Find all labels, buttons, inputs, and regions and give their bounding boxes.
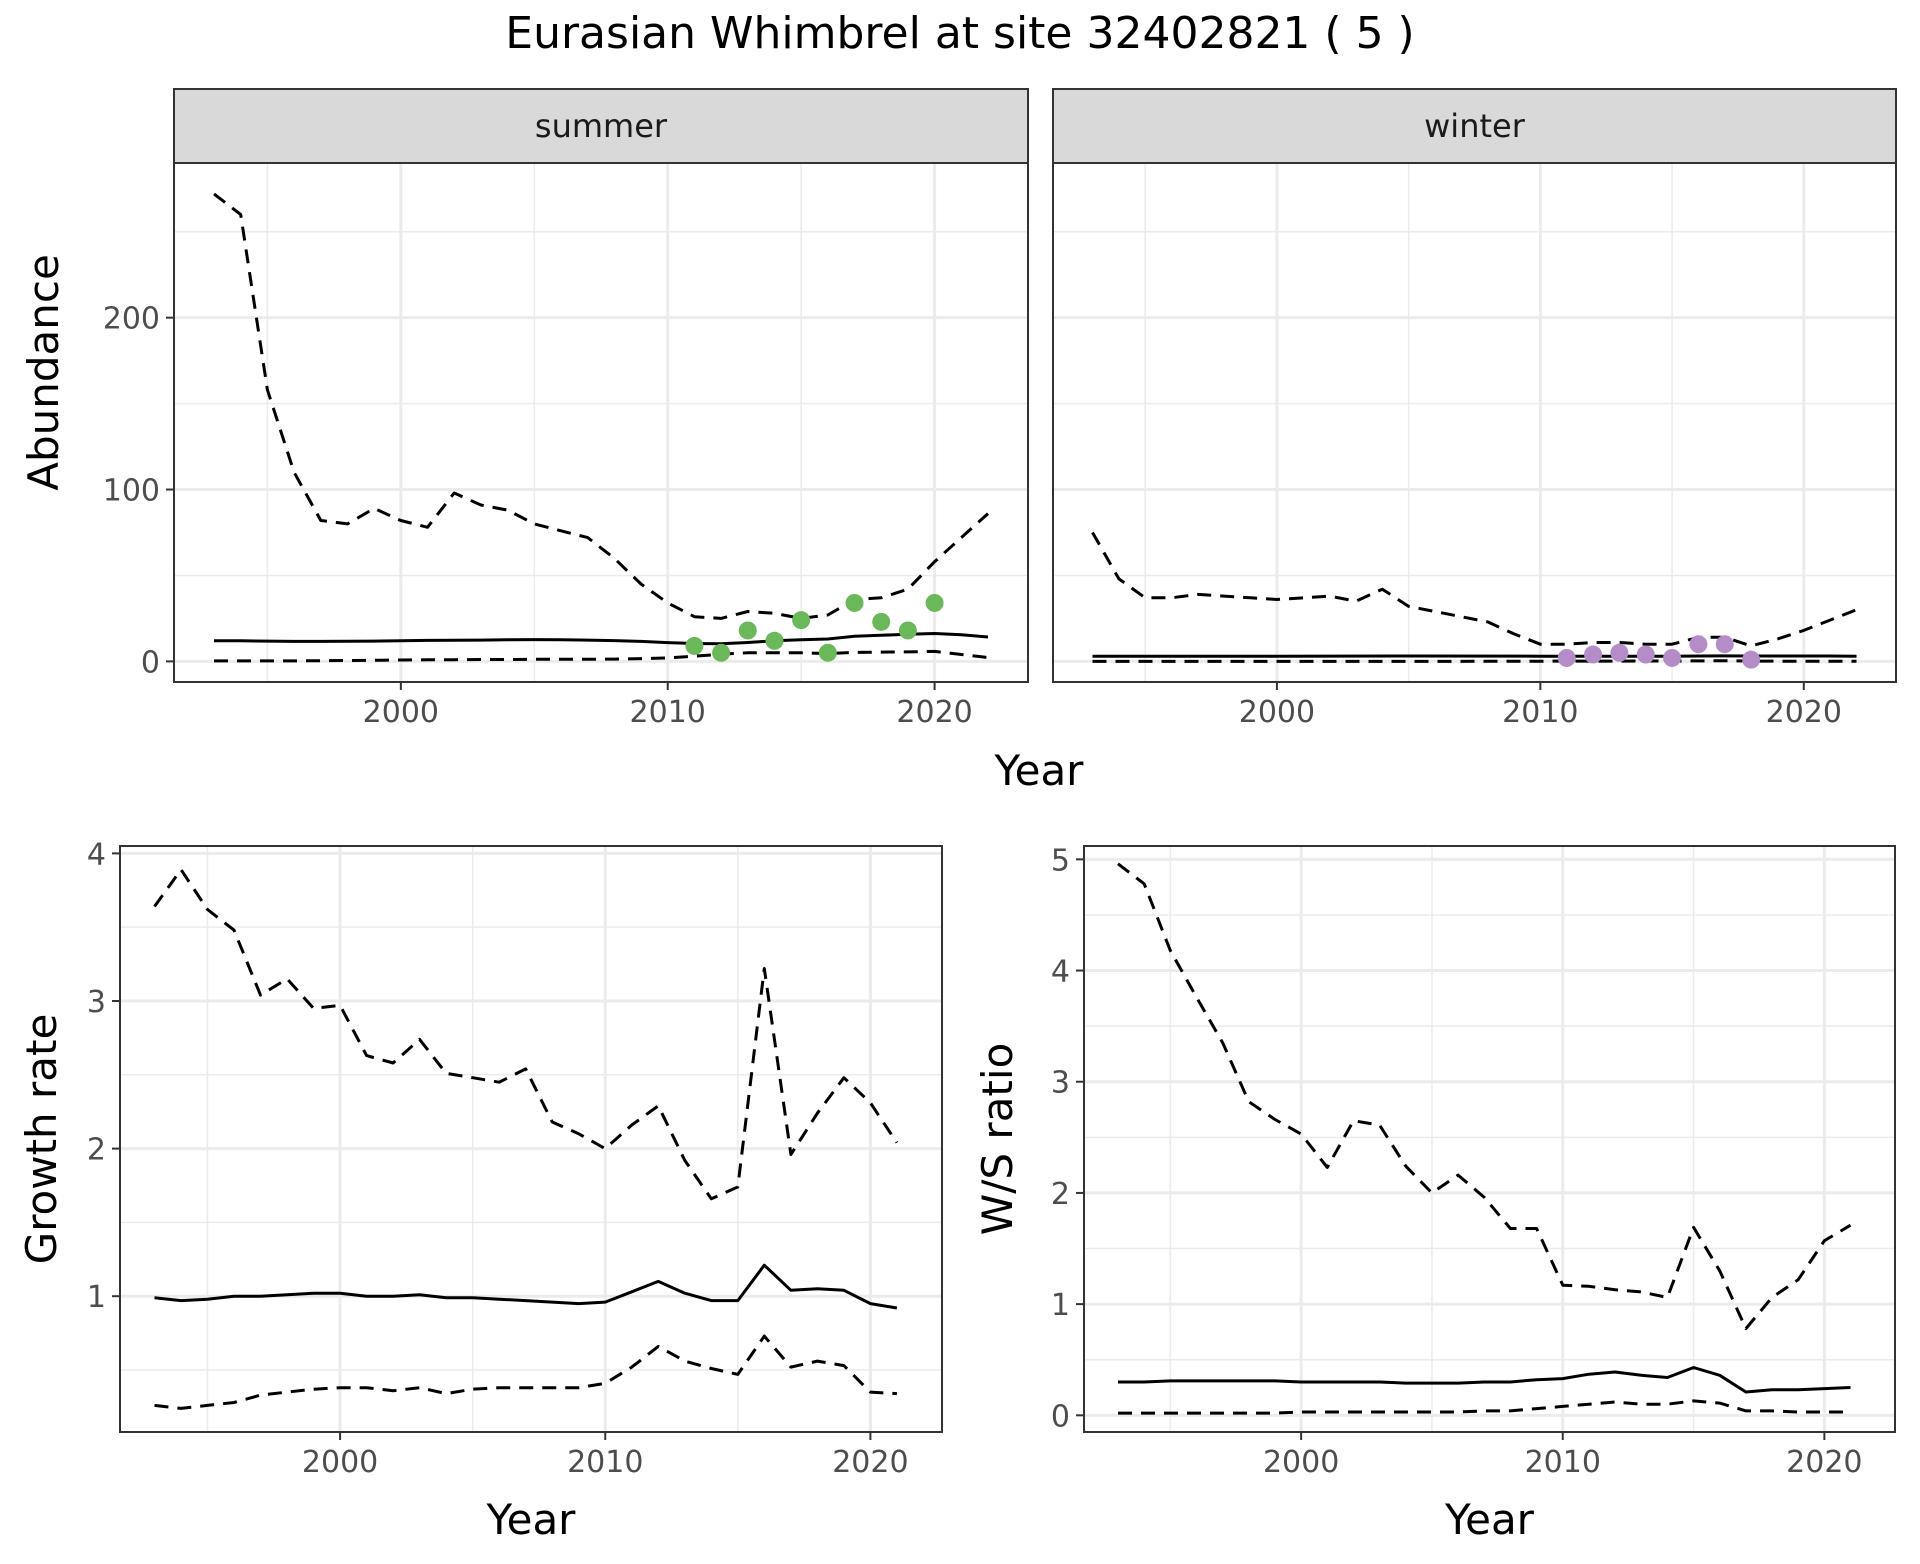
observed-point [1558, 649, 1576, 667]
observed-point [1689, 635, 1707, 653]
x-tick-label: 2020 [1786, 1445, 1862, 1480]
observed-point [846, 594, 864, 612]
y-tick-label: 4 [1051, 955, 1070, 990]
facet-strip-label: winter [1424, 107, 1526, 145]
y-tick-label: 5 [1051, 843, 1070, 878]
x-tick-label: 2010 [1525, 1445, 1601, 1480]
observed-point [1716, 635, 1734, 653]
y-tick-label: 2 [87, 1133, 106, 1168]
chart-title: Eurasian Whimbrel at site 32402821 ( 5 ) [505, 8, 1414, 59]
y-tick-label: 0 [141, 645, 160, 680]
y-tick-label: 4 [87, 837, 106, 872]
top-x-axis-label: Year [994, 746, 1085, 795]
observed-point [926, 594, 944, 612]
y-axis-label: Abundance [19, 254, 68, 491]
y-tick-label: 1 [1051, 1288, 1070, 1323]
y-tick-label: 1 [87, 1280, 106, 1315]
x-axis-label: Year [1444, 1495, 1535, 1544]
y-axis-label: W/S ratio [973, 1043, 1022, 1236]
x-tick-label: 2000 [302, 1445, 378, 1480]
y-tick-label: 2 [1051, 1177, 1070, 1212]
x-tick-label: 2000 [1239, 695, 1315, 730]
observed-point [739, 621, 757, 639]
x-tick-label: 2010 [1502, 695, 1578, 730]
observed-point [712, 644, 730, 662]
x-tick-label: 2010 [630, 695, 706, 730]
observed-point [1584, 646, 1602, 664]
x-tick-label: 2010 [567, 1445, 643, 1480]
y-tick-label: 3 [87, 985, 106, 1020]
y-tick-label: 0 [1051, 1399, 1070, 1434]
observed-point [792, 611, 810, 629]
y-axis-label: Growth rate [17, 1014, 66, 1265]
x-tick-label: 2020 [896, 695, 972, 730]
y-tick-label: 200 [103, 302, 160, 337]
observed-point [1742, 651, 1760, 669]
observed-point [685, 637, 703, 655]
x-axis-label: Year [486, 1495, 577, 1544]
x-tick-label: 2000 [363, 695, 439, 730]
y-tick-label: 3 [1051, 1066, 1070, 1101]
facet-strip-label: summer [535, 107, 668, 145]
observed-point [1637, 646, 1655, 664]
observed-point [765, 632, 783, 650]
x-tick-label: 2020 [1766, 695, 1842, 730]
observed-point [872, 613, 890, 631]
observed-point [1663, 649, 1681, 667]
x-tick-label: 2020 [832, 1445, 908, 1480]
observed-point [819, 644, 837, 662]
observed-point [899, 621, 917, 639]
y-tick-label: 100 [103, 474, 160, 509]
observed-point [1610, 644, 1628, 662]
x-tick-label: 2000 [1263, 1445, 1339, 1480]
